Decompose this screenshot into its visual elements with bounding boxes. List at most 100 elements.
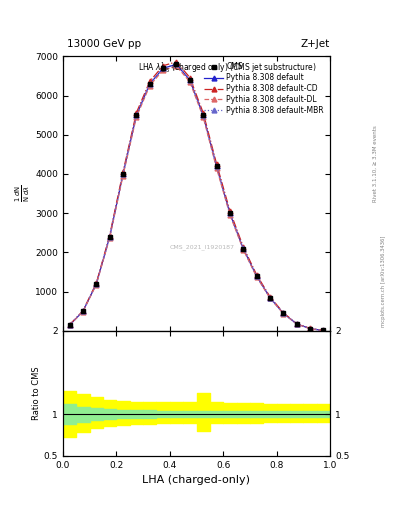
Pythia 8.308 default-DL [107,235,112,241]
Text: Rivet 3.1.10, ≥ 3.3M events: Rivet 3.1.10, ≥ 3.3M events [373,125,378,202]
CMS [134,112,139,118]
Pythia 8.308 default-MBR [268,294,272,301]
CMS [147,81,152,87]
Pythia 8.308 default [147,81,152,87]
Pythia 8.308 default-CD [294,321,299,327]
Pythia 8.308 default [67,322,72,328]
CMS [81,308,85,314]
CMS [187,77,192,83]
Pythia 8.308 default-DL [321,328,326,334]
Pythia 8.308 default [254,273,259,279]
Pythia 8.308 default [308,326,312,332]
Pythia 8.308 default [201,112,206,118]
Pythia 8.308 default-CD [174,59,179,65]
Pythia 8.308 default-MBR [121,170,125,177]
Pythia 8.308 default-DL [134,114,139,120]
Pythia 8.308 default-CD [201,110,206,116]
Pythia 8.308 default-MBR [94,281,99,287]
Pythia 8.308 default [134,112,139,118]
Pythia 8.308 default [81,308,85,314]
Pythia 8.308 default-DL [268,295,272,301]
Pythia 8.308 default-MBR [321,327,326,333]
Pythia 8.308 default-CD [67,322,72,328]
CMS [254,273,259,279]
CMS [67,322,72,328]
Text: mcplots.cern.ch [arXiv:1306.3436]: mcplots.cern.ch [arXiv:1306.3436] [381,236,386,327]
Pythia 8.308 default-DL [214,165,219,171]
Pythia 8.308 default [107,234,112,240]
Pythia 8.308 default-MBR [134,112,139,118]
Pythia 8.308 default-DL [201,114,206,120]
Pythia 8.308 default [228,210,232,217]
Pythia 8.308 default-CD [281,310,286,316]
Pythia 8.308 default-MBR [147,80,152,87]
Pythia 8.308 default-DL [121,173,125,179]
Pythia 8.308 default-DL [281,311,286,317]
Pythia 8.308 default-DL [147,82,152,89]
CMS [228,210,232,216]
CMS [321,327,326,333]
Text: 13000 GeV pp: 13000 GeV pp [67,38,141,49]
CMS [214,163,219,169]
Pythia 8.308 default-MBR [228,210,232,216]
Pythia 8.308 default-CD [308,325,312,331]
Pythia 8.308 default [174,61,179,68]
Line: Pythia 8.308 default-DL: Pythia 8.308 default-DL [67,63,326,333]
Line: CMS: CMS [67,62,326,333]
Pythia 8.308 default-DL [174,63,179,69]
Pythia 8.308 default-MBR [214,163,219,169]
Pythia 8.308 default [187,77,192,83]
Pythia 8.308 default-CD [161,62,165,69]
Pythia 8.308 default-MBR [174,61,179,67]
Pythia 8.308 default [121,171,125,177]
Pythia 8.308 default-DL [254,274,259,280]
Pythia 8.308 default-MBR [308,326,312,332]
CMS [201,112,206,118]
Pythia 8.308 default-MBR [67,322,72,328]
Pythia 8.308 default [294,321,299,327]
CMS [161,65,165,71]
Pythia 8.308 default-MBR [107,233,112,240]
Pythia 8.308 default-CD [107,232,112,239]
CMS [107,233,112,240]
Pythia 8.308 default-CD [321,327,326,333]
Text: CMS_2021_I1920187: CMS_2021_I1920187 [169,245,234,250]
Pythia 8.308 default-MBR [201,112,206,118]
Pythia 8.308 default-DL [294,321,299,327]
Pythia 8.308 default [214,163,219,169]
Pythia 8.308 default-DL [308,326,312,332]
CMS [268,294,272,301]
Pythia 8.308 default-CD [81,308,85,314]
Text: Z+Jet: Z+Jet [301,38,330,49]
Pythia 8.308 default-MBR [294,321,299,327]
Pythia 8.308 default-DL [94,282,99,288]
Pythia 8.308 default [321,328,326,334]
Pythia 8.308 default-DL [241,247,246,253]
Pythia 8.308 default [94,281,99,287]
CMS [121,171,125,177]
Pythia 8.308 default-DL [161,67,165,73]
Line: Pythia 8.308 default-CD: Pythia 8.308 default-CD [67,59,326,333]
Pythia 8.308 default-CD [121,169,125,175]
Pythia 8.308 default [241,246,246,252]
X-axis label: LHA (charged-only): LHA (charged-only) [143,475,250,485]
Pythia 8.308 default-DL [81,309,85,315]
Pythia 8.308 default-MBR [161,65,165,71]
Text: LHA $\lambda^{1}_{0.5}$ (charged only) (CMS jet substructure): LHA $\lambda^{1}_{0.5}$ (charged only) (… [138,60,316,75]
Pythia 8.308 default [268,295,272,301]
Line: Pythia 8.308 default-MBR: Pythia 8.308 default-MBR [67,61,326,333]
Pythia 8.308 default-CD [228,208,232,214]
Pythia 8.308 default-DL [228,211,232,218]
CMS [174,61,179,67]
Pythia 8.308 default [161,65,165,71]
CMS [241,245,246,251]
Pythia 8.308 default-MBR [241,245,246,251]
Pythia 8.308 default-CD [254,272,259,278]
Line: Pythia 8.308 default: Pythia 8.308 default [67,62,326,333]
Pythia 8.308 default-CD [147,78,152,84]
Pythia 8.308 default-CD [268,294,272,300]
Pythia 8.308 default-MBR [187,77,192,83]
Pythia 8.308 default-MBR [254,273,259,279]
Pythia 8.308 default-CD [241,244,246,250]
Pythia 8.308 default-CD [94,280,99,286]
